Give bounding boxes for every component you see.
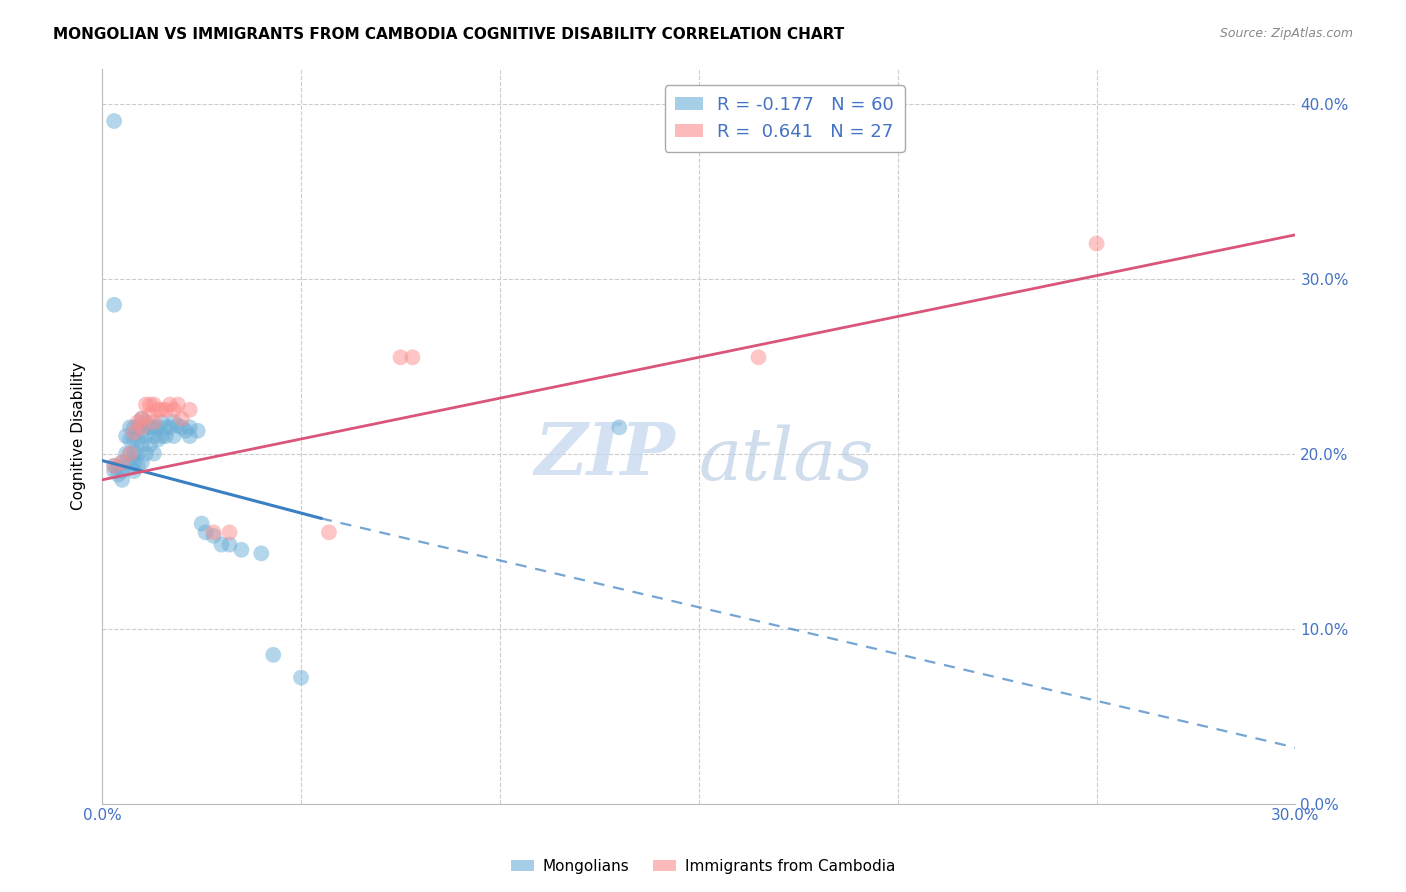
Point xyxy=(139,438,162,452)
Point xyxy=(122,455,145,469)
Point xyxy=(131,411,153,425)
Point xyxy=(159,420,181,434)
Point xyxy=(250,546,273,560)
Point xyxy=(118,420,141,434)
Point xyxy=(127,415,149,429)
Point xyxy=(174,424,197,438)
Point xyxy=(127,446,149,460)
Point xyxy=(202,529,225,543)
Point xyxy=(150,402,173,417)
Point xyxy=(179,429,201,443)
Point xyxy=(389,351,412,365)
Point xyxy=(135,398,157,412)
Point xyxy=(607,420,630,434)
Point xyxy=(103,458,125,473)
Point xyxy=(135,446,157,460)
Point xyxy=(103,298,125,312)
Point xyxy=(118,446,141,460)
Point xyxy=(142,398,165,412)
Point xyxy=(139,398,162,412)
Point xyxy=(170,411,193,425)
Point xyxy=(155,420,177,434)
Point xyxy=(146,402,169,417)
Point xyxy=(262,648,284,662)
Point xyxy=(135,415,157,429)
Point xyxy=(122,425,145,440)
Point xyxy=(111,473,134,487)
Point xyxy=(155,402,177,417)
Point xyxy=(131,438,153,452)
Point xyxy=(131,424,153,438)
Point xyxy=(218,525,240,540)
Text: MONGOLIAN VS IMMIGRANTS FROM CAMBODIA COGNITIVE DISABILITY CORRELATION CHART: MONGOLIAN VS IMMIGRANTS FROM CAMBODIA CO… xyxy=(53,27,845,42)
Point xyxy=(218,538,240,552)
Point xyxy=(155,429,177,443)
Point xyxy=(146,420,169,434)
Text: atlas: atlas xyxy=(699,425,875,495)
Text: Source: ZipAtlas.com: Source: ZipAtlas.com xyxy=(1219,27,1353,40)
Point xyxy=(122,464,145,478)
Y-axis label: Cognitive Disability: Cognitive Disability xyxy=(72,362,86,510)
Point xyxy=(131,411,153,425)
Point xyxy=(139,408,162,422)
Point xyxy=(142,420,165,434)
Point xyxy=(202,525,225,540)
Point xyxy=(127,420,149,434)
Point xyxy=(290,671,312,685)
Point xyxy=(747,351,769,365)
Point xyxy=(142,415,165,429)
Point xyxy=(163,429,186,443)
Point xyxy=(139,420,162,434)
Point xyxy=(231,542,253,557)
Point xyxy=(1085,236,1108,251)
Point xyxy=(150,415,173,429)
Point xyxy=(122,446,145,460)
Text: ZIP: ZIP xyxy=(534,419,675,490)
Point xyxy=(111,455,134,469)
Point xyxy=(401,351,423,365)
Point xyxy=(170,420,193,434)
Point xyxy=(142,446,165,460)
Point xyxy=(146,433,169,447)
Point xyxy=(118,458,141,473)
Point xyxy=(103,464,125,478)
Point xyxy=(159,398,181,412)
Point xyxy=(166,418,188,433)
Point xyxy=(103,114,125,128)
Point xyxy=(166,398,188,412)
Point xyxy=(318,525,340,540)
Point xyxy=(122,420,145,434)
Point xyxy=(111,455,134,469)
Point xyxy=(118,446,141,460)
Point xyxy=(187,424,209,438)
Point xyxy=(127,433,149,447)
Point xyxy=(107,460,129,475)
Point xyxy=(131,420,153,434)
Point xyxy=(122,433,145,447)
Point xyxy=(194,525,217,540)
Point xyxy=(127,458,149,473)
Legend: R = -0.177   N = 60, R =  0.641   N = 27: R = -0.177 N = 60, R = 0.641 N = 27 xyxy=(665,85,904,152)
Point xyxy=(142,429,165,443)
Point xyxy=(111,464,134,478)
Point xyxy=(190,516,212,531)
Legend: Mongolians, Immigrants from Cambodia: Mongolians, Immigrants from Cambodia xyxy=(505,853,901,880)
Point xyxy=(135,429,157,443)
Point xyxy=(179,420,201,434)
Point xyxy=(211,538,233,552)
Point xyxy=(179,402,201,417)
Point xyxy=(115,455,138,469)
Point xyxy=(118,433,141,447)
Point xyxy=(115,446,138,460)
Point xyxy=(163,415,186,429)
Point xyxy=(115,429,138,443)
Point xyxy=(103,458,125,473)
Point xyxy=(163,402,186,417)
Point xyxy=(150,429,173,443)
Point xyxy=(131,455,153,469)
Point xyxy=(107,467,129,482)
